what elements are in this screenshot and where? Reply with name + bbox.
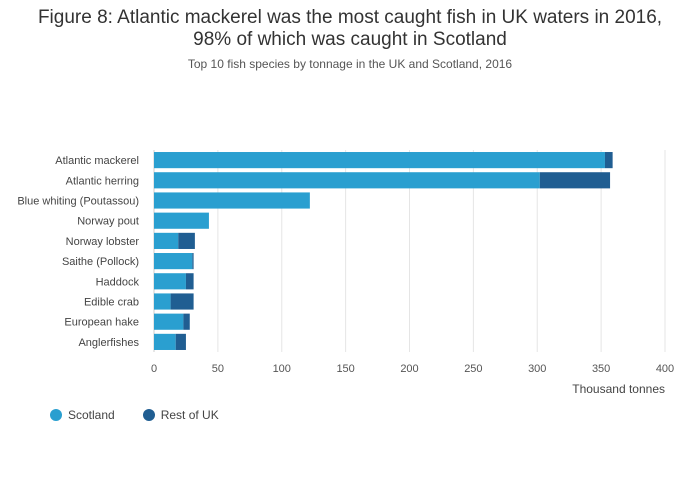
chart-subtitle: Top 10 fish species by tonnage in the UK… — [187, 57, 513, 71]
chart-title-line-1: Figure 8: Atlantic mackerel was the most… — [37, 7, 663, 28]
category-label-blue-whiting-poutassou: Blue whiting (Poutassou) — [17, 196, 139, 208]
bar-scotland-haddock — [154, 273, 186, 290]
category-label-norway-pout: Norway pout — [77, 216, 139, 228]
legend-label-rest-of-uk: Rest of UK — [160, 408, 219, 422]
category-label-atlantic-herring: Atlantic herring — [66, 175, 139, 187]
legend-item-scotland[interactable]: Scotland — [50, 408, 115, 422]
category-label-anglerfishes: Anglerfishes — [78, 337, 139, 349]
bar-chart: 0 50 100 150 200 250 300 350 400 Thousand tonnes A… — [17, 150, 674, 396]
bar-rest-of-uk-anglerfishes — [175, 333, 186, 350]
x-tick-label-400: 400 — [656, 363, 674, 375]
bar-rest-of-uk-haddock — [185, 273, 194, 290]
bar-rest-of-uk-norway-lobster — [178, 232, 195, 249]
bar-scotland-atlantic-mackerel — [154, 152, 605, 169]
category-label-edible-crab: Edible crab — [84, 297, 139, 309]
chart-title-line-2: 98% of which was caught in Scotland — [193, 29, 507, 50]
x-axis-title: Thousand tonnes — [572, 382, 665, 396]
bar-rest-of-uk-atlantic-mackerel — [604, 152, 613, 169]
category-label-saithe-pollock: Saithe (Pollock) — [62, 256, 139, 268]
legend-swatch-scotland — [50, 409, 62, 421]
legend-item-rest-of-uk[interactable]: Rest of UK — [142, 408, 219, 422]
bar-rest-of-uk-edible-crab — [170, 293, 194, 310]
bar-scotland-saithe-pollock — [154, 253, 193, 270]
bar-rest-of-uk-european-hake — [183, 313, 190, 330]
x-tick-label-300: 300 — [528, 363, 546, 375]
x-tick-label-50: 50 — [212, 363, 224, 375]
category-label-european-hake: European hake — [64, 317, 139, 329]
bar-rest-of-uk-saithe-pollock — [192, 253, 194, 270]
x-tick-label-150: 150 — [336, 363, 354, 375]
category-label-norway-lobster: Norway lobster — [66, 236, 140, 248]
bar-scotland-norway-pout — [154, 212, 209, 229]
legend: Scotland Rest of UK — [50, 408, 219, 422]
x-tick-label-0: 0 — [151, 363, 157, 375]
x-tick-label-100: 100 — [273, 363, 291, 375]
bar-scotland-european-hake — [154, 313, 184, 330]
bar-scotland-atlantic-herring — [154, 172, 540, 189]
category-label-haddock: Haddock — [96, 276, 140, 288]
chart-title: Figure 8: Atlantic mackerel was the most… — [0, 7, 700, 51]
legend-label-scotland: Scotland — [68, 408, 115, 422]
x-tick-label-250: 250 — [464, 363, 482, 375]
bar-scotland-norway-lobster — [154, 232, 179, 249]
category-label-atlantic-mackerel: Atlantic mackerel — [55, 155, 139, 167]
legend-swatch-rest-of-uk — [142, 409, 155, 421]
bar-rest-of-uk-atlantic-herring — [539, 172, 611, 189]
bar-scotland-edible-crab — [154, 293, 171, 310]
x-tick-label-200: 200 — [400, 363, 418, 375]
x-tick-label-350: 350 — [592, 363, 610, 375]
bar-scotland-blue-whiting-poutassou — [154, 192, 310, 209]
bar-scotland-anglerfishes — [154, 333, 176, 350]
